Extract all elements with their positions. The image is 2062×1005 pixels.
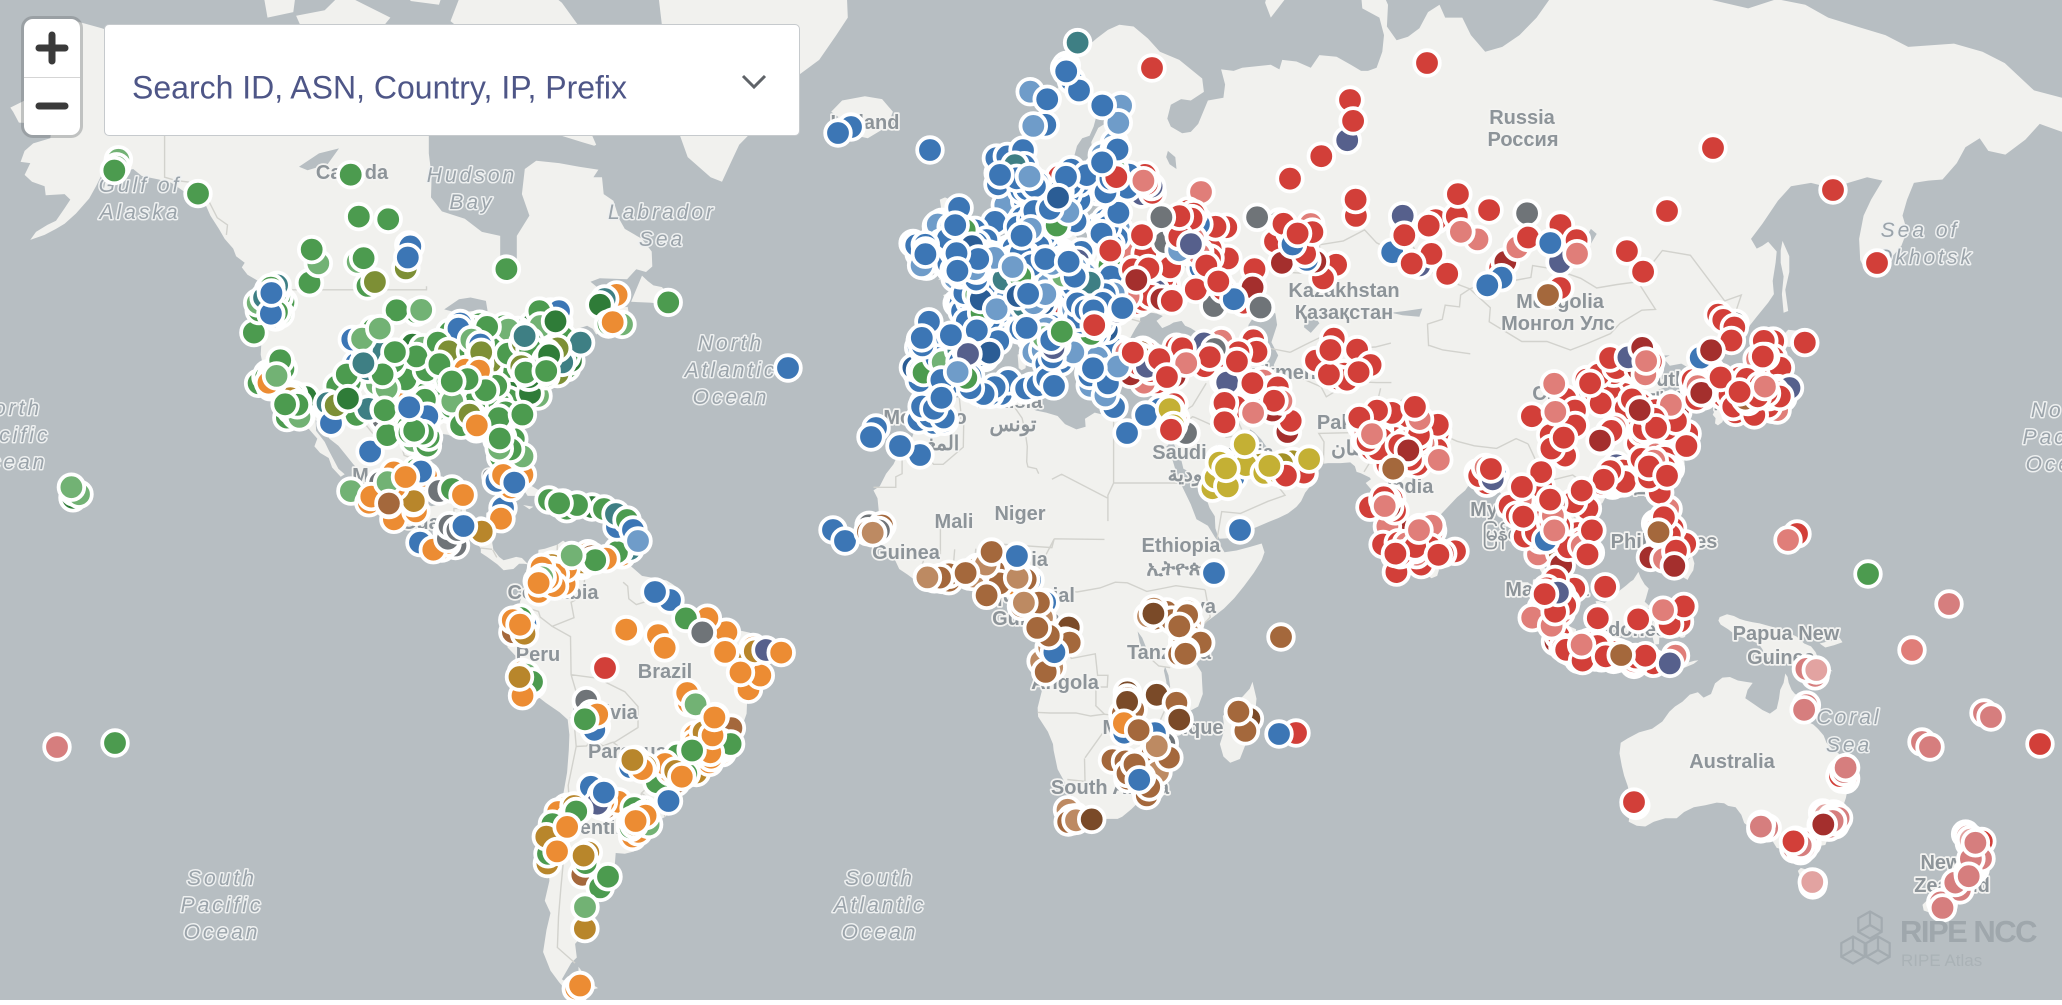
svg-text:Australia: Australia <box>1689 751 1775 773</box>
svg-text:Bay: Bay <box>449 191 494 214</box>
svg-text:Ocean: Ocean <box>184 921 261 944</box>
svg-text:North: North <box>698 332 764 355</box>
svg-text:Pacific: Pacific <box>181 894 264 917</box>
svg-text:Labrador: Labrador <box>608 201 716 224</box>
svg-text:Kazakhstan: Kazakhstan <box>1288 280 1399 302</box>
svg-text:Ocean: Ocean <box>693 386 770 409</box>
svg-text:Guinea: Guinea <box>872 542 941 564</box>
svg-text:RIPE Atlas: RIPE Atlas <box>1901 951 1982 970</box>
svg-text:South: South <box>845 867 915 890</box>
svg-text:Mali: Mali <box>935 511 974 533</box>
svg-text:Ethiopia: Ethiopia <box>1142 535 1222 557</box>
svg-text:Hudson: Hudson <box>427 164 517 187</box>
svg-text:Қазақстан: Қазақстан <box>1295 302 1394 324</box>
svg-text:تونس: تونس <box>990 414 1037 437</box>
svg-text:Atlantic: Atlantic <box>832 894 927 917</box>
svg-text:Монгол Улс: Монгол Улс <box>1501 313 1615 335</box>
svg-text:Brazil: Brazil <box>638 661 692 683</box>
svg-text:Ocean: Ocean <box>0 451 47 474</box>
svg-text:Papua New: Papua New <box>1733 623 1840 645</box>
svg-text:Alaska: Alaska <box>97 201 180 224</box>
svg-text:Niger: Niger <box>994 503 1045 525</box>
svg-text:North: North <box>0 397 42 420</box>
svg-text:Sea: Sea <box>1826 734 1872 757</box>
svg-text:Russia: Russia <box>1489 107 1555 129</box>
svg-text:Sea: Sea <box>639 228 685 251</box>
svg-text:Atlantic: Atlantic <box>683 359 778 382</box>
svg-text:South: South <box>187 867 257 890</box>
svg-text:North: North <box>2031 399 2062 422</box>
svg-text:Ocean: Ocean <box>842 921 919 944</box>
svg-text:Sea of: Sea of <box>1881 219 1960 242</box>
svg-text:Ocean: Ocean <box>2026 453 2062 476</box>
svg-text:RIPE NCC: RIPE NCC <box>1900 914 2037 949</box>
svg-text:Pacific: Pacific <box>2023 426 2062 449</box>
svg-text:Coral: Coral <box>1816 706 1881 729</box>
svg-text:Pacific: Pacific <box>0 424 50 447</box>
svg-text:Россия: Россия <box>1487 129 1558 151</box>
